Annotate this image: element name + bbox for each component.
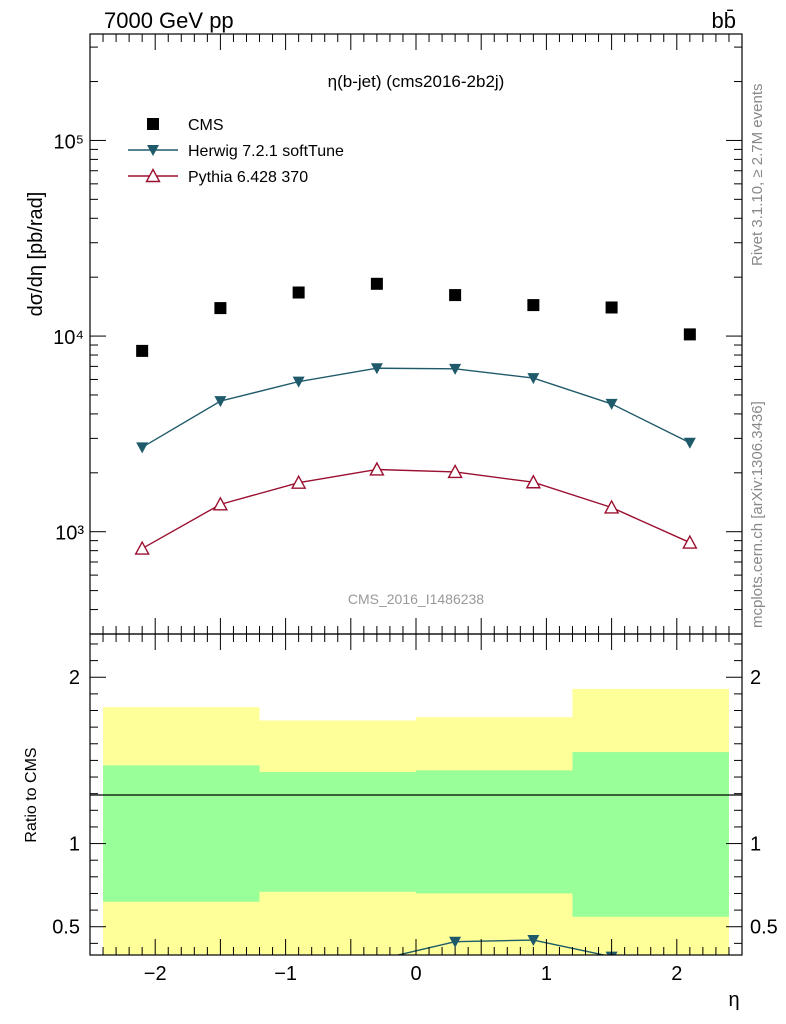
ratio-y-axis-label: Ratio to CMS [23,747,40,842]
ratio-plot-frame [89,633,743,956]
ratio-uncertainty-bands [103,688,729,955]
data-point [369,461,385,476]
plot-title: η(b-jet) (cms2016-2b2j) [328,72,505,91]
x-tick-label: −1 [274,963,297,985]
ratio-band-inner [103,765,260,902]
data-point [683,437,696,449]
legend-marker [145,168,161,183]
data-point [134,540,150,555]
data-point [527,299,540,312]
ratio-y-tick-label: 0.5 [52,917,80,939]
ratio-band-inner [416,770,573,894]
ratio-band-inner [572,752,729,917]
data-point [682,534,698,549]
data-point [370,363,383,375]
data-point [449,363,462,375]
data-point [605,301,618,314]
legend-entry-2: Pythia 6.428 370 [128,168,308,186]
legend-label: Herwig 7.2.1 softTune [188,143,344,160]
main-y-tick-label: 10³ [55,523,84,545]
mcplots-label: mcplots.cern.ch [arXiv:1306.3436] [749,401,766,628]
ratio-point [370,954,383,955]
main-series-2 [134,461,698,555]
data-point [136,344,149,357]
data-point [605,398,618,410]
data-point [449,289,462,302]
ratio-point [449,936,462,948]
x-tick-label: 0 [410,963,421,985]
data-point [290,474,307,489]
main-axis-ticks: 10³ 10⁴ 10⁵ [53,34,743,635]
data-point [683,328,696,341]
ratio-point [527,935,540,947]
legend-label: Pythia 6.428 370 [188,169,308,186]
ratio-y-tick-label-right: 2 [750,667,761,689]
data-point [370,277,383,290]
main-y-tick-label: 10⁴ [53,327,84,349]
x-tick-label: 2 [671,963,682,985]
main-plot-panel: η(b-jet) (cms2016-2b2j) CMS_2016_I148623… [25,33,743,635]
main-series-0 [136,277,696,357]
ratio-y-tick-label: 1 [69,834,80,856]
header-process-label: bb̄ [712,8,736,33]
x-tick-label: 1 [541,963,552,985]
legend-marker [147,145,159,156]
legend-entry-1: Herwig 7.2.1 softTune [128,143,344,160]
legend-marker [147,118,159,130]
ratio-y-tick-label: 2 [69,667,80,689]
rivet-version-label: Rivet 3.1.10, ≥ 2.7M events [749,84,766,267]
main-y-axis-label: dσ/dη [pb/rad] [25,192,47,317]
ratio-plot-panel: 0.5 0.5 1 1 2 2 −2 −1 0 1 2 Ratio to CMS η [23,633,778,1011]
header-energy-label: 7000 GeV pp [104,8,234,33]
data-point [525,474,542,489]
main-series-1 [136,363,696,454]
data-point [603,499,620,514]
data-point [136,442,149,454]
data-point [212,496,229,511]
main-y-tick-label: 10⁵ [53,131,84,153]
data-point [527,373,540,385]
legend-label: CMS [188,117,224,134]
ratio-band-inner [259,772,416,892]
ratio-y-tick-label-right: 0.5 [750,917,778,939]
legend-entry-0: CMS [147,117,224,134]
ratio-axis-ticks: 0.5 0.5 1 1 2 2 −2 −1 0 1 2 [52,634,778,985]
series-line [141,468,691,550]
legend: CMS Herwig 7.2.1 softTune Pythia 6.428 370 [128,117,344,186]
analysis-watermark: CMS_2016_I1486238 [348,591,484,607]
ratio-y-tick-label-right: 1 [750,834,761,856]
x-tick-label: −2 [144,963,167,985]
data-point [214,396,227,408]
data-point [447,464,463,479]
series-line [141,367,691,448]
data-point [292,376,305,388]
data-point [214,302,227,315]
data-point [292,286,305,299]
x-axis-label: η [728,989,739,1011]
main-series-group [134,277,698,555]
